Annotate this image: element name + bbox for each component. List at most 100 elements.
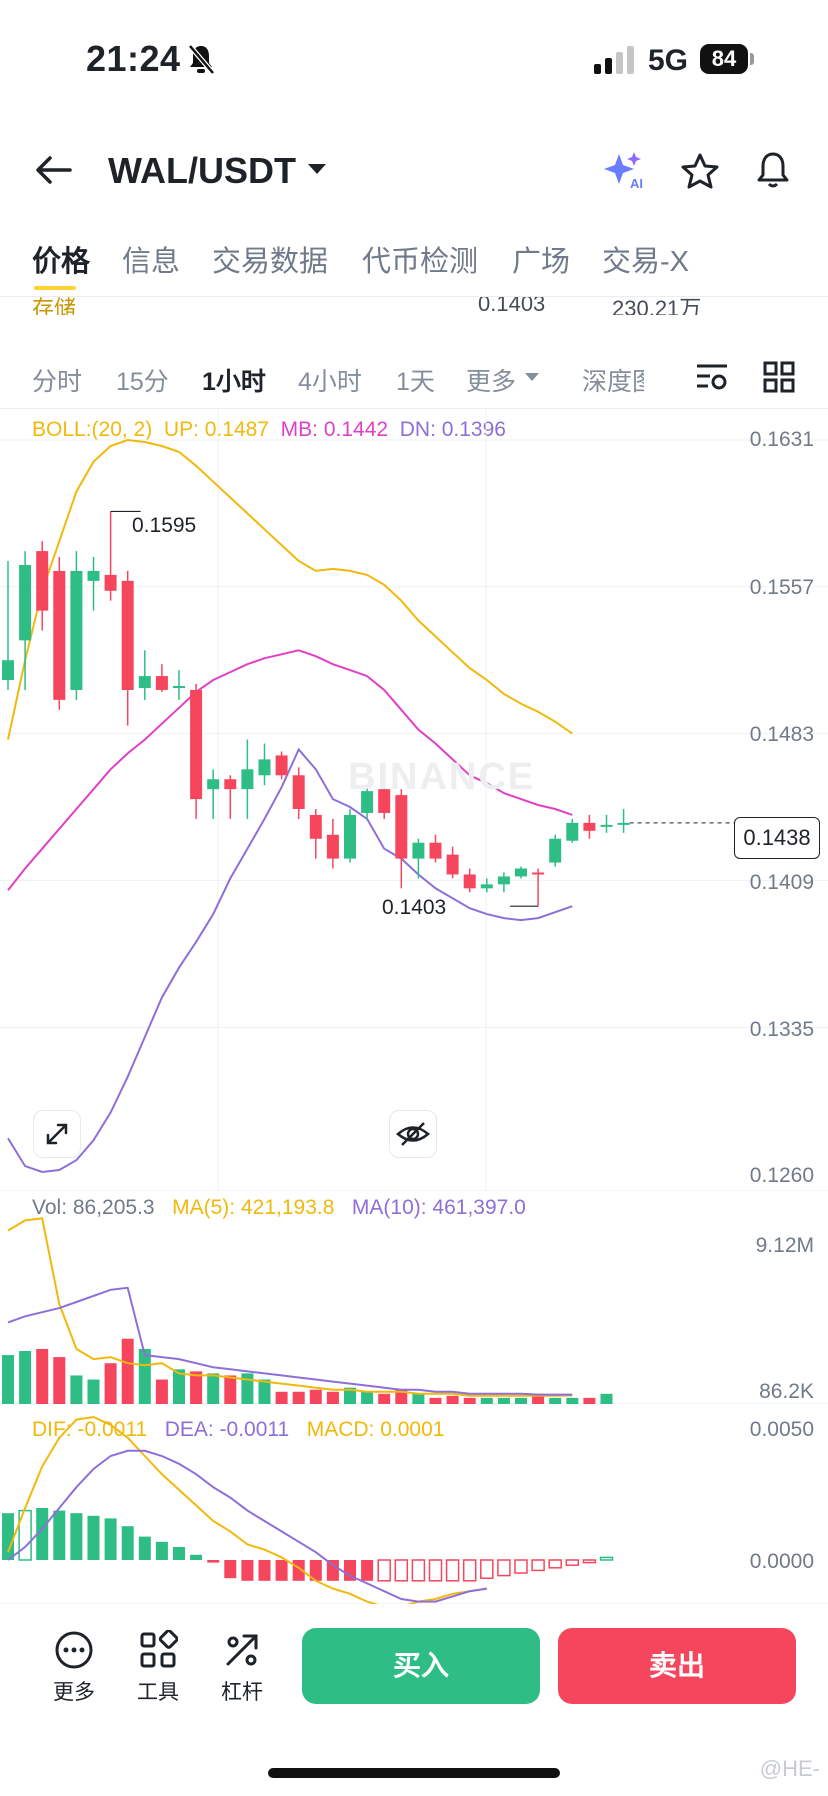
tab-square[interactable]: 广场 [512,246,571,278]
candle-body [497,876,510,885]
volume-bar [87,1379,100,1404]
high-annotation: 0.1595 [132,514,197,537]
volume-bar [53,1357,66,1404]
bell-icon[interactable] [754,150,792,190]
tab-trading-data[interactable]: 交易数据 [212,246,329,278]
macd-histogram-bar [582,1559,597,1564]
volume-bar [2,1355,14,1404]
tab-info[interactable]: 信息 [122,246,181,278]
macd-value: MACD: 0.0001 [306,1418,445,1441]
volume-bar [104,1363,117,1404]
candle-body [344,814,356,859]
network-type: 5G [648,44,689,77]
candle-body [2,660,14,681]
indicator-settings-icon[interactable] [694,360,730,394]
macd-chart [0,1415,828,1604]
svg-text:AI: AI [630,176,643,191]
macd-histogram-bar [514,1559,528,1574]
macd-histogram-bar [411,1559,426,1582]
macd-dif-line [7,1415,487,1604]
layout-grid-icon[interactable] [762,360,796,394]
volume-ma5-line [7,1217,573,1397]
tab-trade-x[interactable]: 交易-X [602,246,690,278]
candle-body [326,834,339,859]
more-tool-label: 更多 [53,1681,95,1704]
price-axis-label: 0.1260 [749,1164,814,1187]
overflow-left: 存储 [32,297,77,315]
candle-body [532,872,545,875]
macd-histogram-bar [190,1554,203,1560]
tf-15m[interactable]: 15分 [116,368,169,396]
buy-button[interactable]: 买入 [302,1628,540,1704]
macd-histogram-bar [53,1510,66,1560]
candle-body [429,842,442,859]
volume-bar [532,1393,545,1404]
macd-histogram-bar [309,1560,322,1581]
candle-body [463,874,476,889]
macd-histogram-bar [497,1559,511,1577]
caret-down-icon[interactable] [306,162,328,176]
candle-body [70,570,83,690]
tf-1h[interactable]: 1小时 [202,368,266,396]
tf-line[interactable]: 分时 [32,368,83,396]
low-annotation: 0.1403 [382,896,447,919]
tf-more[interactable]: 更多 [466,368,517,396]
candle-body [258,759,271,776]
tools-tool[interactable]: 工具 [118,1629,198,1706]
macd-histogram-bar [104,1518,117,1560]
macd-histogram-bar [531,1559,545,1572]
candle-body [275,755,288,776]
battery-icon: 84 [700,44,748,74]
candle-body [138,676,151,688]
tf-4h[interactable]: 4小时 [298,368,362,396]
volume-bar [275,1391,288,1404]
boll-label: BOLL:(20, 2) [32,418,153,441]
tf-depth[interactable]: 深度图 [582,368,644,396]
candle-body [104,574,117,591]
macd-histogram-bar [462,1559,477,1582]
volume-bar [583,1397,596,1404]
back-arrow-icon[interactable] [34,154,72,186]
macd-axis-zero: 0.0000 [749,1550,814,1573]
tf-depth-wrap[interactable]: 深度图 [582,362,644,398]
star-icon[interactable] [680,152,720,190]
fullscreen-button[interactable] [33,1110,81,1158]
macd-histogram-bar [394,1559,409,1582]
volume-bar [155,1379,168,1404]
macd-histogram-bar [138,1536,151,1560]
overflow-mid: 0.1403 [478,297,546,315]
candle-body [53,570,66,700]
volume-bar [138,1348,151,1404]
ai-sparkle-icon[interactable]: AI [604,150,646,192]
candlestick-chart[interactable] [0,410,828,1190]
more-tool[interactable]: 更多 [34,1630,114,1706]
volume-bar [446,1395,459,1404]
candle-body [600,824,613,827]
volume-bar [207,1373,220,1404]
tab-divider [0,296,828,297]
leverage-tool[interactable]: 杠杆 [202,1630,282,1706]
candle-body [36,551,49,611]
volume-bar [241,1373,254,1404]
pair-title[interactable]: WAL/USDT [108,150,296,191]
macd-histogram-bar [87,1515,100,1560]
hide-indicators-button[interactable] [389,1110,437,1158]
tab-price[interactable]: 价格 [32,246,91,278]
tf-more-caret-icon[interactable] [524,372,540,382]
volume-bar [258,1379,271,1404]
tab-token-check[interactable]: 代币检测 [362,246,479,278]
status-time: 21:24 [86,38,181,79]
vol-axis-top: 9.12M [755,1234,814,1257]
candle-body [207,779,220,790]
volume-bar [412,1393,425,1404]
volume-bar [36,1348,49,1404]
macd-histogram-bar [565,1559,580,1566]
boll-legend: BOLL:(20, 2) UP: 0.1487 MB: 0.1442 DN: 0… [32,418,506,442]
home-indicator [268,1768,560,1778]
sell-button[interactable]: 卖出 [558,1628,796,1704]
tf-1d[interactable]: 1天 [396,368,435,396]
boll-middle-line [7,649,573,891]
volume-legend: Vol: 86,205.3 MA(5): 421,193.8 MA(10): 4… [32,1196,526,1220]
volume-bar [173,1369,185,1404]
volume-bar [463,1397,476,1404]
